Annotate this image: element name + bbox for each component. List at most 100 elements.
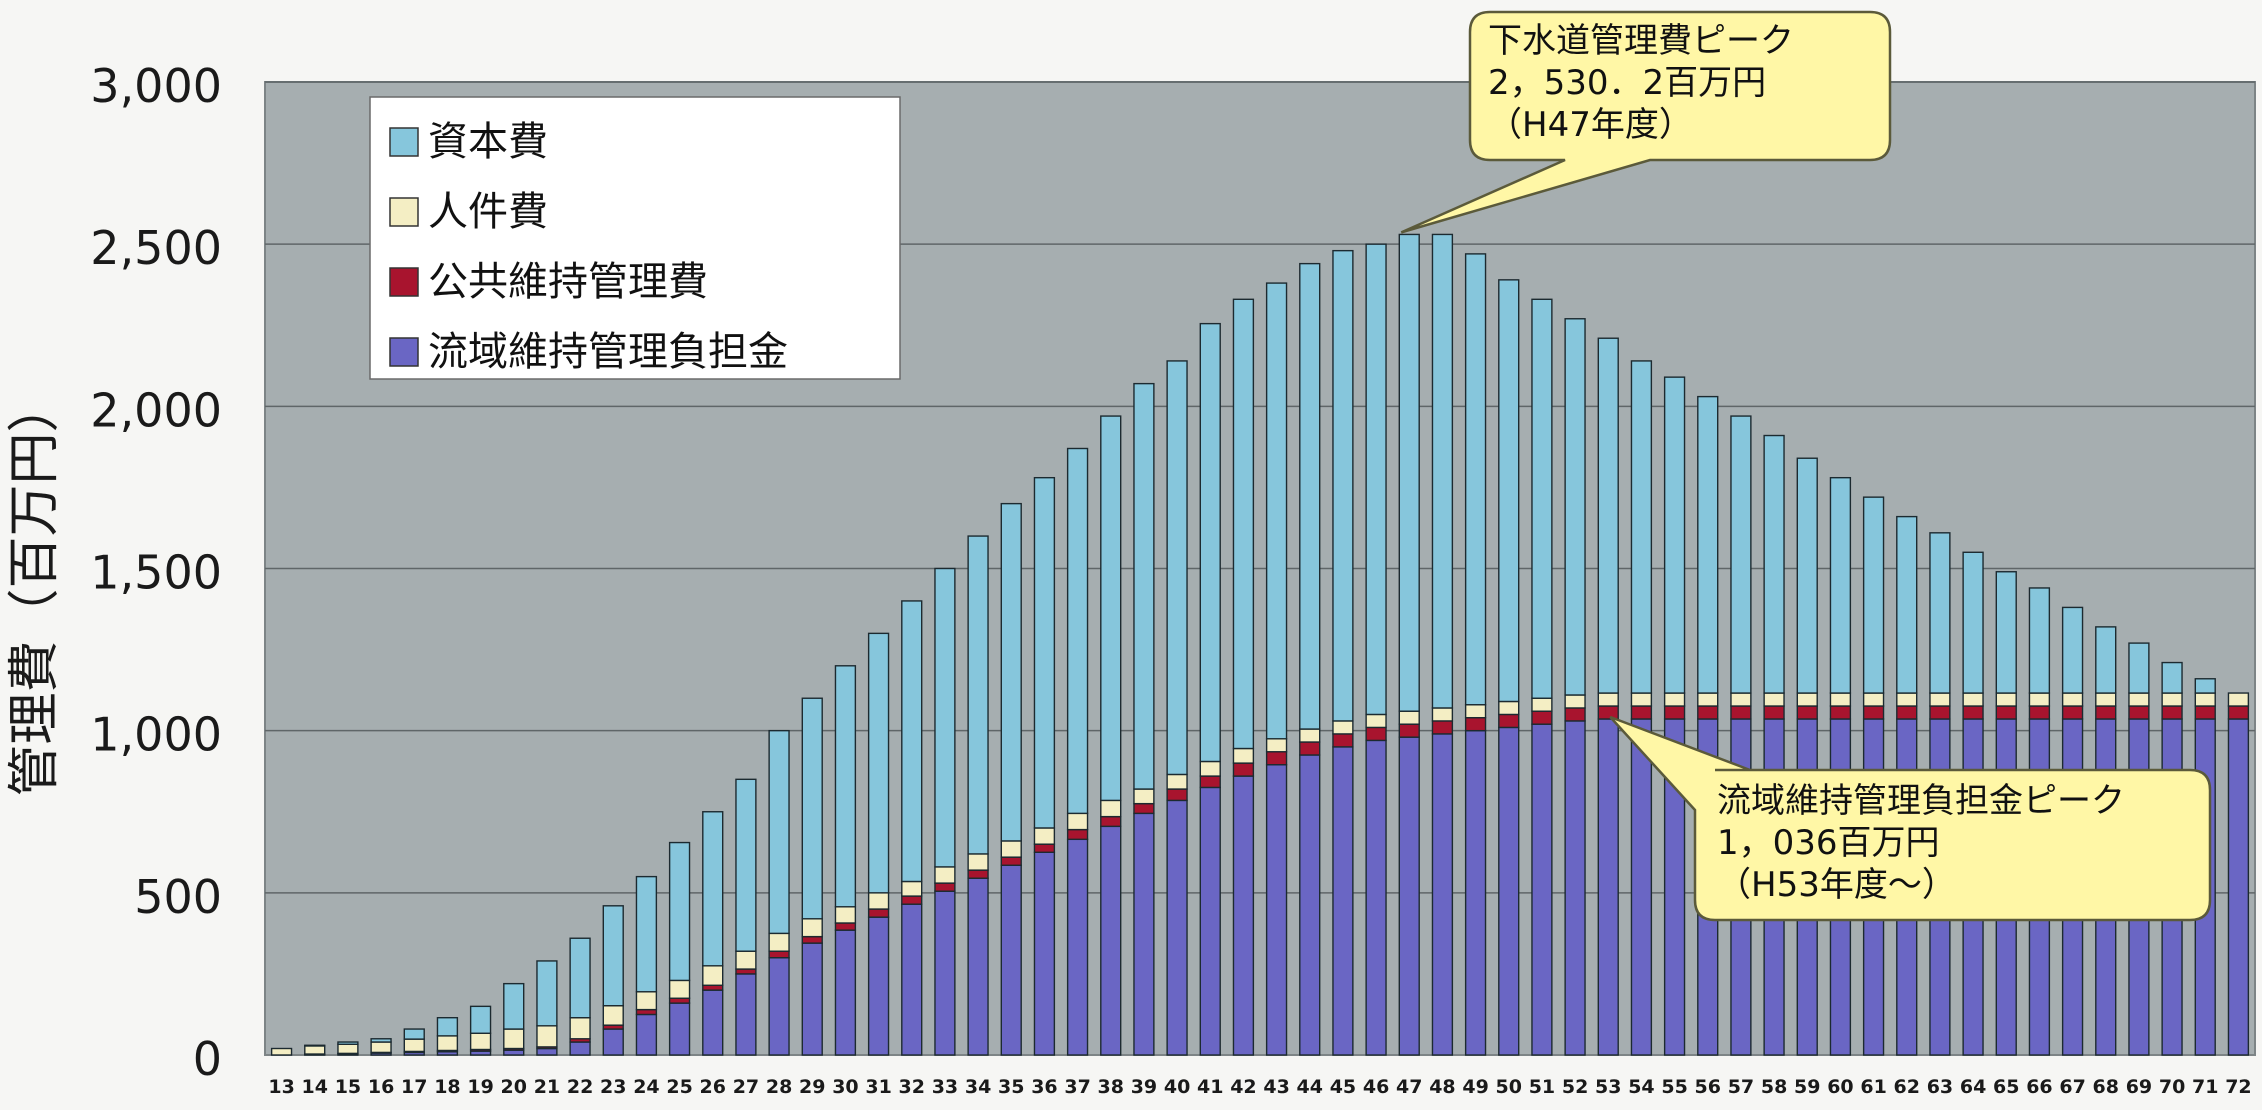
bar-segment bbox=[1796, 457, 1818, 694]
legend-label: 流域維持管理負担金 bbox=[428, 329, 788, 375]
legend-swatch bbox=[389, 127, 419, 157]
bar-segment bbox=[1796, 692, 1818, 707]
bar-segment bbox=[1531, 697, 1553, 712]
y-axis-title: 管理費（百万円） bbox=[5, 380, 65, 796]
x-tick-label: 13 bbox=[268, 1076, 294, 1098]
x-tick-label: 34 bbox=[965, 1076, 991, 1098]
bar-segment bbox=[436, 1017, 459, 1037]
x-tick-label: 38 bbox=[1098, 1076, 1124, 1098]
bar-segment bbox=[569, 1017, 591, 1040]
bar-segment bbox=[1464, 253, 1487, 706]
bar-segment bbox=[1597, 718, 1619, 1056]
bar-segment bbox=[1464, 729, 1487, 1056]
peak-callout-text: 2，530．2百万円 bbox=[1488, 63, 1766, 103]
basin-peak-callout-text: （H53年度～） bbox=[1717, 865, 1956, 905]
bar-segment bbox=[1531, 298, 1553, 699]
bar-segment bbox=[1464, 704, 1487, 719]
x-tick-label: 22 bbox=[567, 1076, 593, 1098]
bar-segment bbox=[668, 841, 691, 982]
bar-segment bbox=[702, 965, 724, 986]
bar-segment bbox=[1597, 705, 1619, 720]
bar-segment bbox=[1166, 788, 1188, 802]
bar-segment bbox=[2194, 692, 2216, 707]
bar-segment bbox=[1232, 775, 1255, 1056]
bar-segment bbox=[1564, 720, 1586, 1056]
bar-segment bbox=[1730, 415, 1752, 694]
y-tick-label: 2,000 bbox=[90, 383, 222, 437]
bar-segment bbox=[1862, 496, 1885, 694]
x-tick-label: 14 bbox=[302, 1076, 328, 1098]
bar-segment bbox=[2227, 692, 2250, 707]
bar-segment bbox=[867, 632, 890, 894]
bar-segment bbox=[1332, 733, 1354, 748]
bar-segment bbox=[635, 991, 658, 1011]
x-tick-label: 51 bbox=[1529, 1076, 1555, 1098]
y-tick-label: 2,500 bbox=[90, 221, 222, 275]
bar-segment bbox=[934, 890, 956, 1056]
bar-segment bbox=[2194, 705, 2216, 720]
y-tick-label: 3,000 bbox=[90, 59, 222, 113]
bar-segment bbox=[1000, 864, 1022, 1056]
bar-segment bbox=[1531, 710, 1553, 725]
bar-segment bbox=[469, 1032, 492, 1051]
bar-segment bbox=[1199, 786, 1221, 1056]
bar-segment bbox=[1498, 279, 1520, 703]
bar-segment bbox=[1564, 318, 1586, 696]
bar-segment bbox=[2028, 587, 2051, 694]
bar-segment bbox=[270, 1047, 293, 1056]
x-tick-label: 44 bbox=[1297, 1076, 1323, 1098]
bar-segment bbox=[1929, 532, 1951, 694]
bar-segment bbox=[1597, 692, 1619, 707]
x-tick-label: 31 bbox=[865, 1076, 891, 1098]
bar-segment bbox=[1133, 802, 1155, 815]
x-tick-label: 26 bbox=[700, 1076, 726, 1098]
bar-segment bbox=[967, 535, 989, 855]
x-tick-label: 63 bbox=[1927, 1076, 1953, 1098]
x-tick-label: 50 bbox=[1496, 1076, 1522, 1098]
bar-segment bbox=[668, 1002, 691, 1056]
x-tick-label: 39 bbox=[1131, 1076, 1157, 1098]
bar-segment bbox=[1133, 812, 1155, 1056]
bar-segment bbox=[602, 1028, 624, 1056]
bar-segment bbox=[1332, 720, 1354, 735]
x-tick-label: 59 bbox=[1794, 1076, 1820, 1098]
bar-segment bbox=[602, 1005, 624, 1026]
x-tick-label: 52 bbox=[1562, 1076, 1588, 1098]
bar-segment bbox=[1199, 322, 1221, 763]
x-tick-label: 53 bbox=[1595, 1076, 1621, 1098]
bar-segment bbox=[1265, 738, 1288, 753]
bar-segment bbox=[1332, 249, 1354, 722]
x-tick-label: 41 bbox=[1197, 1076, 1223, 1098]
legend-swatch bbox=[389, 197, 419, 227]
bar-segment bbox=[1299, 741, 1321, 756]
bar-segment bbox=[1365, 726, 1387, 742]
bar-segment bbox=[569, 1041, 591, 1056]
x-tick-label: 16 bbox=[368, 1076, 394, 1098]
bar-segment bbox=[1033, 476, 1056, 829]
bar-segment bbox=[1398, 710, 1420, 725]
bar-segment bbox=[1962, 705, 1984, 720]
bar-segment bbox=[2227, 705, 2250, 720]
bar-segment bbox=[2028, 705, 2051, 720]
bar-segment bbox=[1896, 515, 1918, 694]
bar-segment bbox=[1398, 736, 1420, 1056]
bar-segment bbox=[1796, 705, 1818, 720]
bar-segment bbox=[901, 880, 923, 897]
x-tick-label: 58 bbox=[1761, 1076, 1787, 1098]
bar-segment bbox=[1000, 856, 1022, 866]
bar-segment bbox=[967, 869, 989, 879]
bar-segment bbox=[1896, 692, 1918, 707]
x-tick-label: 64 bbox=[1960, 1076, 1986, 1098]
x-tick-label: 68 bbox=[2093, 1076, 2119, 1098]
basin-peak-callout-text: 1，036百万円 bbox=[1717, 823, 1940, 863]
bar-segment bbox=[503, 1028, 525, 1050]
bar-segment bbox=[1630, 705, 1653, 720]
x-tick-label: 62 bbox=[1894, 1076, 1920, 1098]
bar-segment bbox=[1431, 720, 1454, 735]
bar-segment bbox=[1100, 799, 1122, 818]
x-tick-label: 15 bbox=[335, 1076, 361, 1098]
bar-segment bbox=[1100, 415, 1122, 802]
bar-segment bbox=[1829, 476, 1852, 694]
bar-segment bbox=[1232, 747, 1255, 764]
bar-segment bbox=[768, 932, 790, 952]
